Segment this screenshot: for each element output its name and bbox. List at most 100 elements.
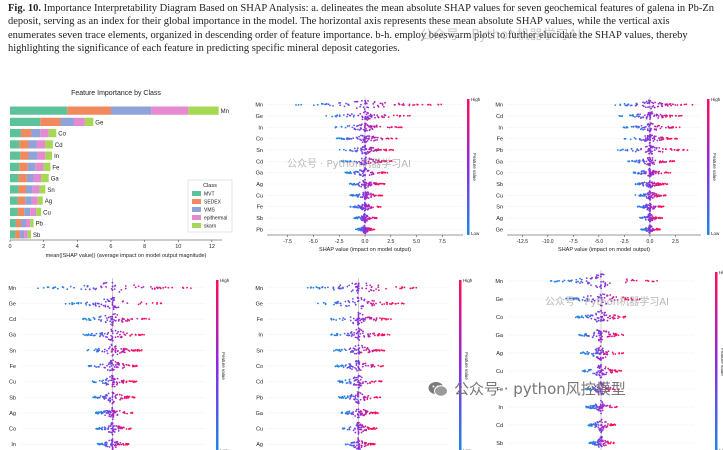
swarm-point xyxy=(355,401,357,403)
swarm-point xyxy=(597,357,599,360)
swarm-point xyxy=(101,395,104,398)
bar-segment-Cu-SEDEX xyxy=(17,207,25,216)
swarm-point xyxy=(167,286,170,289)
swarm-point xyxy=(122,348,125,350)
swarm-point xyxy=(353,301,356,304)
swarm-point xyxy=(575,281,578,284)
swarm-point xyxy=(670,137,673,140)
swarm-point xyxy=(118,393,121,396)
swarm-point xyxy=(354,397,357,400)
swarm-point xyxy=(354,283,357,286)
swarm-point xyxy=(592,298,594,301)
swarm-point xyxy=(300,103,303,106)
bar-segment-Ag-epithermal xyxy=(31,196,38,205)
swarm-point xyxy=(649,214,652,216)
legend-label-MVT: MVT xyxy=(204,192,215,198)
swarm-point xyxy=(151,302,154,304)
swarm-point xyxy=(580,278,583,281)
swarm-point xyxy=(598,408,600,411)
swarm-point xyxy=(352,411,355,413)
swarm-point xyxy=(369,317,371,320)
swarm-point xyxy=(593,405,596,407)
swarm-point xyxy=(114,345,117,348)
swarm-point xyxy=(104,411,106,413)
swarm-point xyxy=(370,158,373,161)
swarm-point xyxy=(363,163,366,166)
swarm-point xyxy=(346,285,349,288)
swarm-point xyxy=(614,388,616,391)
swarm-point xyxy=(349,381,352,384)
swarm-point xyxy=(105,286,107,288)
swarm-point xyxy=(372,443,375,445)
swarm-point xyxy=(653,182,656,185)
bar-segment-Pb-VMS xyxy=(20,219,26,228)
swarm-point xyxy=(162,287,165,289)
swarm-point xyxy=(645,160,648,163)
swarm-point xyxy=(574,316,577,319)
swarm-point xyxy=(138,334,141,337)
swarm-point xyxy=(606,335,609,338)
swarm-point xyxy=(609,442,612,445)
bar-segment-Ge-skarn xyxy=(84,117,94,126)
swarm-point xyxy=(367,348,370,351)
swarm-point xyxy=(589,277,592,280)
swarm-point xyxy=(189,287,192,290)
swarm-point xyxy=(609,386,612,389)
swarm-point xyxy=(384,149,386,152)
swarm-point xyxy=(396,114,399,117)
swarm-point xyxy=(607,423,609,425)
swarm-point xyxy=(666,103,668,105)
swarm-point xyxy=(660,172,663,175)
swarm-point xyxy=(86,285,89,288)
swarm-point xyxy=(651,215,654,218)
swarm-point xyxy=(164,286,167,289)
swarm-point xyxy=(607,350,610,353)
swarm-point xyxy=(113,285,116,287)
swarm-point xyxy=(631,160,634,162)
swarm-point xyxy=(103,350,106,353)
swarm-point xyxy=(607,316,609,319)
swarm-point xyxy=(367,228,370,231)
x-tick-label: 0.0 xyxy=(646,239,653,245)
swarm-point xyxy=(367,208,369,211)
swarm-point xyxy=(361,287,364,290)
legend-swatch-skarn xyxy=(192,223,201,228)
swarm-point xyxy=(92,287,95,290)
swarm-point xyxy=(106,411,109,414)
swarm-point xyxy=(614,104,617,107)
swarm-point xyxy=(371,303,374,306)
swarm-point xyxy=(116,313,119,316)
bar-segment-Ag-SEDEX xyxy=(17,196,26,205)
swarm-point xyxy=(625,126,628,129)
swarm-point xyxy=(112,298,114,300)
swarm-point xyxy=(316,286,319,289)
swarm-point xyxy=(612,317,615,320)
swarm-point xyxy=(379,161,382,164)
swarm-point xyxy=(332,318,335,321)
swarm-point xyxy=(106,369,109,371)
swarm-point xyxy=(105,397,108,399)
swarm-point xyxy=(156,301,159,304)
swarm-point xyxy=(112,430,115,433)
swarm-point xyxy=(366,410,369,413)
swarm-point xyxy=(387,318,390,320)
swarm-point xyxy=(342,366,345,369)
swarm-point xyxy=(596,351,599,353)
swarm-point xyxy=(113,441,116,444)
swarm-point xyxy=(111,438,114,440)
feature-label-Co: Co xyxy=(256,364,263,370)
swarm-point xyxy=(597,296,600,299)
colorbar-low-label: Low xyxy=(719,448,723,450)
swarm-point xyxy=(606,440,609,443)
swarm-point xyxy=(603,293,606,296)
swarm-point xyxy=(601,338,603,341)
swarm-point xyxy=(634,160,637,163)
swarm-point xyxy=(653,138,656,141)
swarm-point xyxy=(357,374,360,377)
feature-label-Ge: Ge xyxy=(496,227,503,233)
swarm-point xyxy=(596,286,598,289)
swarm-point xyxy=(360,103,362,106)
swarm-point xyxy=(111,418,114,421)
feature-label-Cu: Cu xyxy=(256,193,263,199)
swarm-point xyxy=(125,428,128,430)
